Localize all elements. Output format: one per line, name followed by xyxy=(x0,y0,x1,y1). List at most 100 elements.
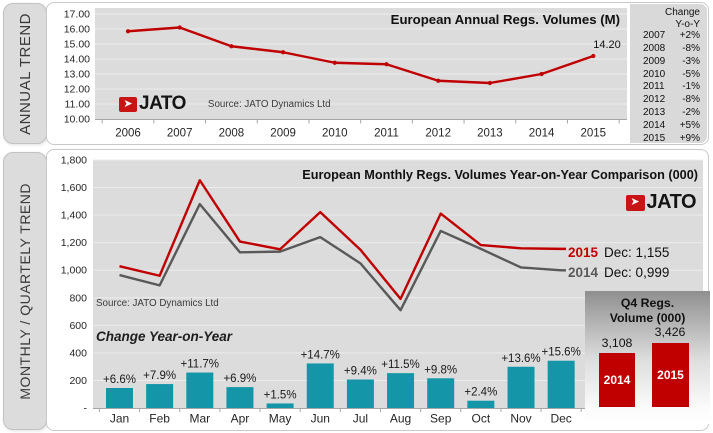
change-yoy-label: Change Year-on-Year xyxy=(96,329,233,344)
month-label: Dec xyxy=(550,412,571,426)
x-tick-label: 2011 xyxy=(374,128,399,140)
jato-logo-text: JATO xyxy=(139,93,186,114)
q4-title-line2: Volume (000) xyxy=(609,310,686,325)
change-bar xyxy=(226,387,254,408)
yoy-pct: +9% xyxy=(679,132,700,144)
yoy-year: 2009 xyxy=(643,55,666,67)
q4-bar-2015-label: 2015 xyxy=(657,368,684,382)
y-tick-label: 13.00 xyxy=(64,69,90,81)
q4-value-2015: 3,426 xyxy=(654,325,686,339)
y-tick-label: 12.00 xyxy=(64,84,90,96)
month-label: Jul xyxy=(353,412,368,426)
data-point-marker xyxy=(281,50,286,55)
yoy-year: 2011 xyxy=(643,81,665,93)
x-tick-label: 2007 xyxy=(167,128,193,140)
yoy-pct: +2% xyxy=(679,30,700,41)
x-tick-label: 2015 xyxy=(581,128,607,140)
bar-value-label: +15.6% xyxy=(541,347,580,359)
q4-regs-panel: Q4 Regs. Volume (000) 3,108 3,426 2014 2… xyxy=(585,291,710,424)
month-label: May xyxy=(269,412,292,426)
month-label: Nov xyxy=(510,412,531,426)
data-point-marker xyxy=(539,71,544,77)
monthly-trend-tab: MONTHLY / QUARTELY TREND xyxy=(3,152,47,430)
x-tick-label: 2014 xyxy=(529,128,555,140)
legend-2015: 2015 Dec: 1,155 xyxy=(568,245,669,260)
yoy-year: 2007 xyxy=(643,30,666,41)
yoy-pct: +5% xyxy=(679,119,700,131)
jato-logo: ➤ JATO xyxy=(119,93,186,115)
y-tick-label: - xyxy=(84,403,88,415)
change-bar xyxy=(346,379,374,408)
y-tick-label: 16.00 xyxy=(64,24,90,36)
change-bar xyxy=(186,372,214,408)
yoy-pct: -1% xyxy=(682,81,700,93)
y-tick-label: 200 xyxy=(69,375,87,387)
q4-bar-2014: 2014 xyxy=(599,353,635,407)
change-bar xyxy=(547,360,575,408)
legend-2014: 2014 Dec: 0,999 xyxy=(568,265,669,280)
yoy-row: 2011 -1% xyxy=(630,81,707,94)
bar-value-label: +1.5% xyxy=(264,389,297,401)
yoy-row: 2007 +2% xyxy=(630,30,707,43)
yoy-row: 2010 -5% xyxy=(630,69,707,82)
yoy-year: 2008 xyxy=(643,42,666,54)
yoy-pct: -8% xyxy=(682,42,700,54)
x-tick-label: 2013 xyxy=(477,128,503,140)
data-point-marker xyxy=(591,53,596,59)
yoy-rows: 2007 +2% 2008 -8% 2009 -3% 2010 -5% 2011 -1% 2012 -… xyxy=(630,30,707,146)
x-tick-label: 2006 xyxy=(115,128,141,140)
yoy-pct: -3% xyxy=(682,55,700,67)
yoy-year: 2012 xyxy=(643,94,666,106)
yoy-year: 2014 xyxy=(643,119,666,131)
q4-title-line1: Q4 Regs. xyxy=(620,296,675,310)
series-line-2015 xyxy=(119,179,566,301)
x-tick-label: 2009 xyxy=(270,128,296,140)
bar-value-label: +6.9% xyxy=(223,373,256,385)
month-label: Jan xyxy=(110,412,129,426)
y-tick-label: 15.00 xyxy=(64,39,90,51)
bar-value-label: +13.6% xyxy=(501,353,540,365)
legend-2015-value: Dec: 1,155 xyxy=(604,245,670,260)
data-point-marker xyxy=(177,25,182,30)
data-point-marker xyxy=(229,44,234,49)
monthly-trend-tab-label: MONTHLY / QUARTELY TREND xyxy=(17,182,33,400)
annual-trend-tab-label: ANNUAL TREND xyxy=(16,12,34,135)
annual-trend-panel: 17.00 16.00 15.00 14.00 13.00 12.00 11.00 10.00… xyxy=(46,2,709,145)
data-point-marker xyxy=(332,60,337,65)
yoy-pct: -2% xyxy=(682,107,700,119)
month-label: Apr xyxy=(231,412,250,426)
jato-arrow-icon: ➤ xyxy=(625,194,645,211)
yoy-row: 2014 +5% xyxy=(630,120,707,133)
annual-series-line xyxy=(127,26,594,85)
change-bar xyxy=(387,373,415,408)
data-point-marker xyxy=(125,29,131,34)
y-tick-label: 14.00 xyxy=(64,54,90,66)
change-bar xyxy=(146,384,174,408)
legend-2014-value: Dec: 0,999 xyxy=(604,265,670,280)
yoy-year: 2015 xyxy=(643,132,666,144)
bar-value-label: +9.8% xyxy=(424,364,457,376)
q4-title: Q4 Regs. Volume (000) xyxy=(585,291,710,325)
change-bar xyxy=(106,387,133,408)
y-tick-label: 400 xyxy=(69,347,87,359)
monthly-trend-panel: 1,800 1,600 1,400 1,200 1,000 800 600 400 200 - +6… xyxy=(46,149,710,431)
yoy-row: 2012 -8% xyxy=(630,94,707,107)
month-label: Aug xyxy=(390,412,411,426)
bar-value-label: +7.9% xyxy=(143,370,176,382)
yoy-row: 2015 +9% xyxy=(630,133,707,146)
month-label: Mar xyxy=(189,412,210,426)
monthly-chart-title: European Monthly Regs. Volumes Year-on-Y… xyxy=(302,168,698,182)
x-tick-label: 2010 xyxy=(322,128,348,140)
y-tick-label: 600 xyxy=(69,320,87,332)
change-bar xyxy=(306,363,334,408)
month-label: Feb xyxy=(149,412,170,426)
yoy-year: 2013 xyxy=(643,107,666,119)
x-tick-label: 2008 xyxy=(219,128,245,140)
yoy-row: 2008 -8% xyxy=(630,43,707,56)
bar-value-label: +11.7% xyxy=(181,359,219,371)
annual-chart-title: European Annual Regs. Volumes (M) xyxy=(390,12,620,27)
month-label: Oct xyxy=(472,412,491,426)
yoy-header-line1: Change xyxy=(664,7,700,18)
y-tick-label: 17.00 xyxy=(64,9,90,21)
change-bar xyxy=(507,366,535,408)
